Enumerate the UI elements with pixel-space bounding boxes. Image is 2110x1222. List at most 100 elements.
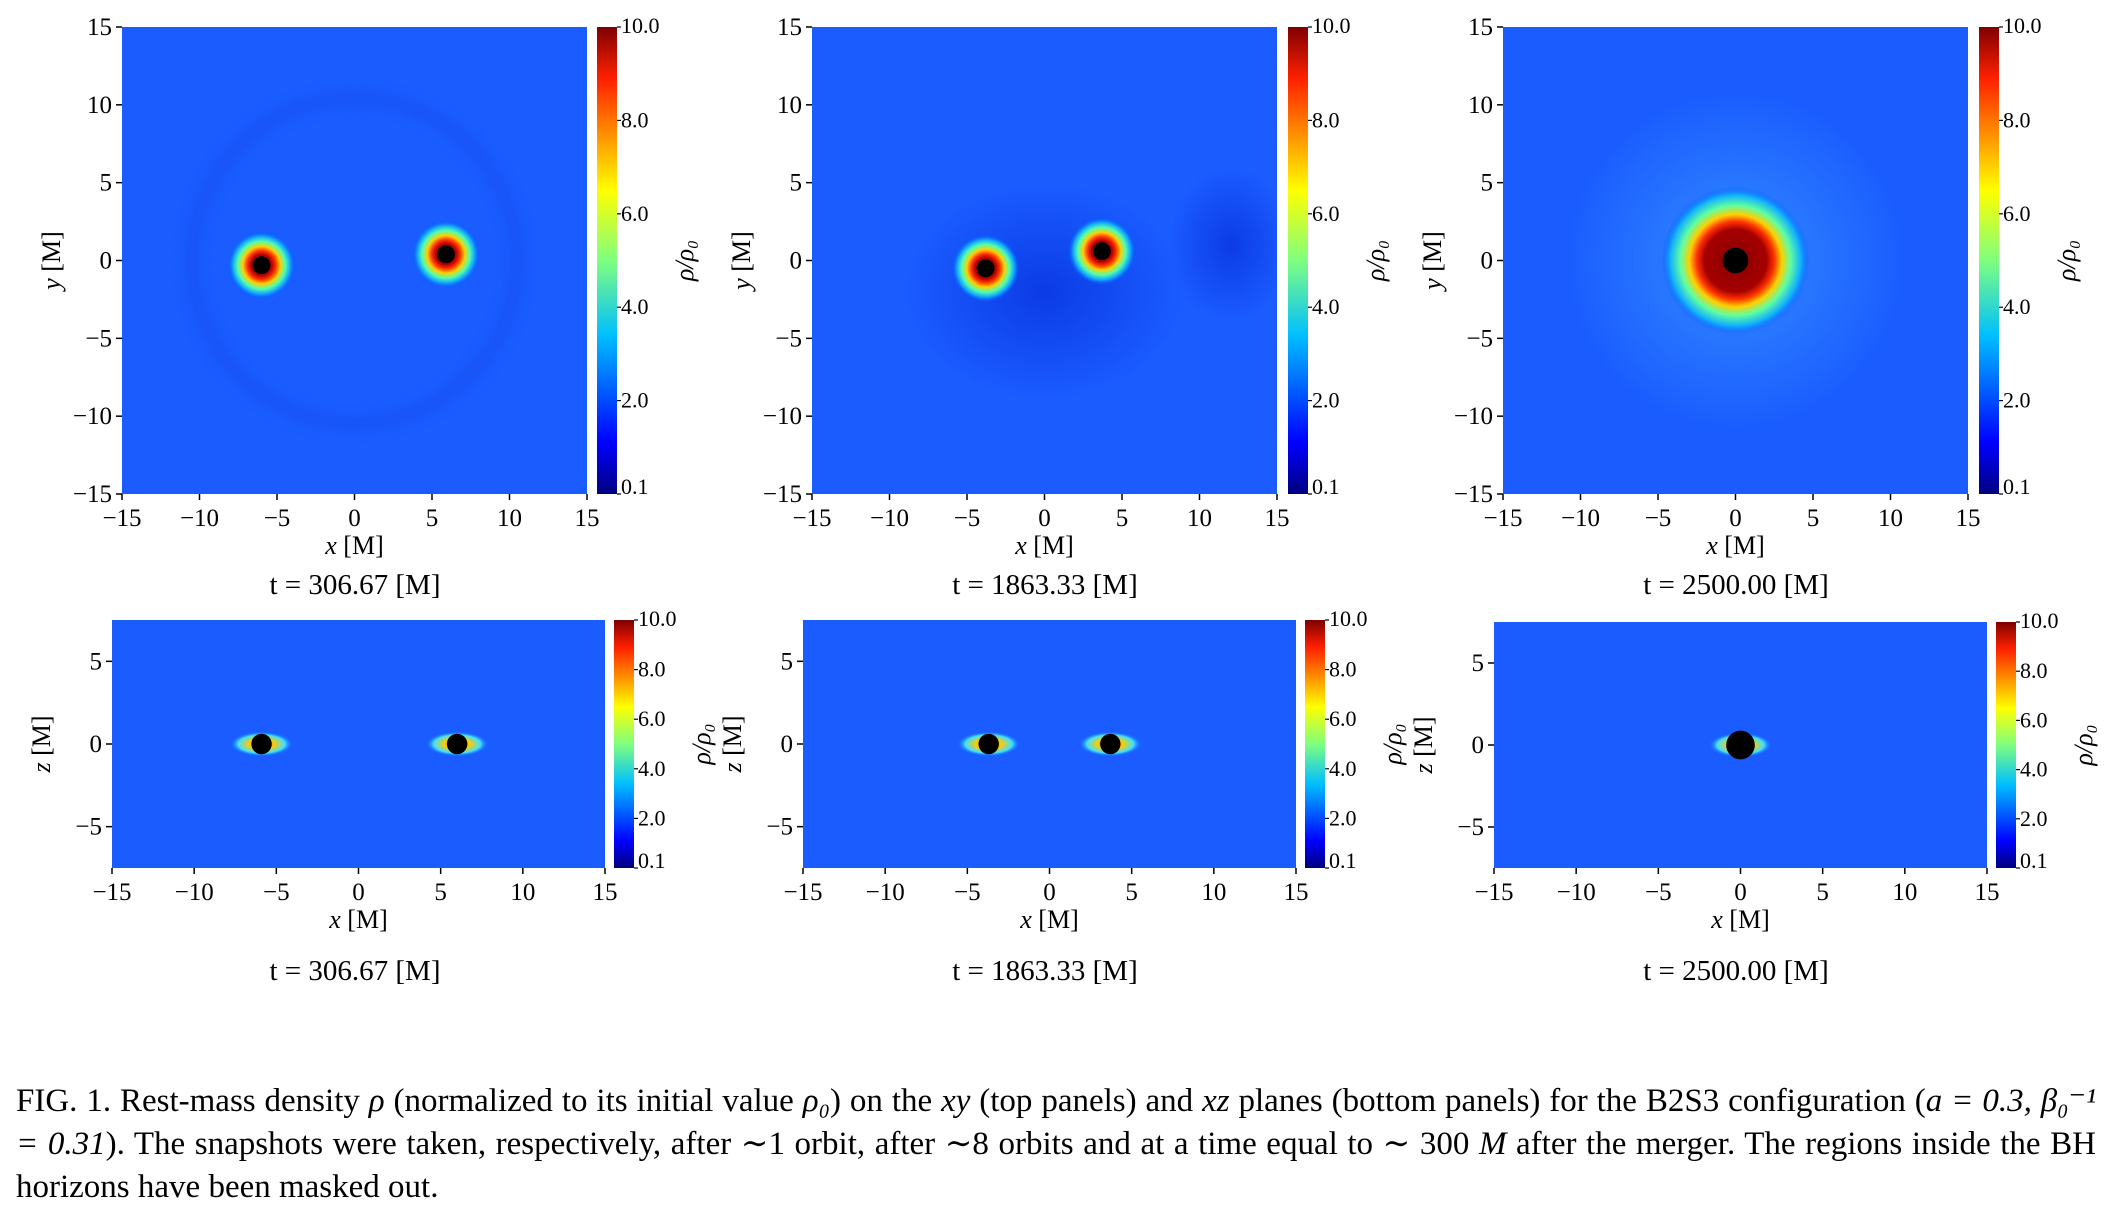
colorbar-tick-label: 8.0 bbox=[1312, 107, 1340, 132]
x-tick-label: −15 bbox=[102, 505, 141, 532]
colorbar-tick-label: 0.1 bbox=[621, 474, 649, 499]
x-axis-var: x bbox=[1014, 531, 1027, 560]
colorbar-label: ρ/ρ₀ bbox=[1361, 240, 1390, 282]
colorbar-tick-label: 0.1 bbox=[1329, 848, 1357, 873]
y-tick-label: −10 bbox=[73, 403, 112, 430]
x-tick-label: 0 bbox=[1043, 879, 1056, 906]
x-tick-label: −10 bbox=[1561, 505, 1600, 532]
x-tick-label: 10 bbox=[1878, 505, 1903, 532]
y-tick-label: 5 bbox=[781, 648, 794, 675]
x-tick-label: 15 bbox=[1956, 505, 1981, 532]
colorbar-tick-label: 10.0 bbox=[621, 13, 660, 38]
density-background bbox=[122, 27, 587, 494]
y-axis-unit: [M] bbox=[27, 715, 56, 762]
y-tick-label: −15 bbox=[73, 481, 112, 508]
colorbar bbox=[1305, 620, 1325, 868]
y-axis-var: y bbox=[727, 278, 756, 293]
x-tick-label: −15 bbox=[1474, 879, 1513, 906]
black-hole-2 bbox=[436, 245, 455, 264]
colorbar-tick-label: 0.1 bbox=[1312, 474, 1340, 499]
circumbinary-ring bbox=[184, 90, 525, 431]
x-tick-label: 15 bbox=[575, 505, 600, 532]
colorbar-label: ρ/ρ₀ bbox=[1378, 723, 1407, 765]
colorbar-label: ρ/ρ₀ bbox=[687, 723, 716, 765]
colorbar-label: ρ/ρ₀ bbox=[2069, 724, 2098, 766]
y-tick-label: −15 bbox=[1454, 481, 1493, 508]
colorbar bbox=[1979, 27, 1999, 494]
x-axis-var: x bbox=[328, 905, 341, 934]
y-tick-label: −5 bbox=[1457, 814, 1484, 841]
x-tick-label: 10 bbox=[510, 879, 535, 906]
y-tick-label: 10 bbox=[87, 92, 112, 119]
y-axis-label: y [M] bbox=[37, 231, 66, 292]
x-axis-unit: [M] bbox=[1718, 531, 1765, 560]
x-tick-label: 0 bbox=[1729, 505, 1742, 532]
x-tick-label: −15 bbox=[92, 879, 131, 906]
colorbar-tick-label: 4.0 bbox=[621, 294, 649, 319]
caption-rho: ρ bbox=[368, 1083, 385, 1119]
colorbar-tick-label: 8.0 bbox=[2020, 658, 2048, 683]
x-tick-label: −5 bbox=[263, 879, 290, 906]
colorbar-tick-label: 10.0 bbox=[638, 606, 677, 631]
colorbar-tick-label: 2.0 bbox=[638, 805, 666, 830]
colorbar-tick-label: 0.1 bbox=[2003, 474, 2031, 499]
black-hole-2 bbox=[446, 733, 468, 755]
x-axis-label: x [M] bbox=[1705, 531, 1764, 560]
x-tick-label: −10 bbox=[866, 879, 905, 906]
caption-text-4: (top panels) and bbox=[970, 1083, 1203, 1119]
x-axis-unit: [M] bbox=[341, 905, 388, 934]
x-axis-unit: [M] bbox=[1723, 905, 1770, 934]
x-tick-label: 5 bbox=[434, 879, 447, 906]
black-hole-1 bbox=[978, 733, 999, 755]
colorbar-tick-label: 2.0 bbox=[1329, 805, 1357, 830]
black-hole-1 bbox=[1726, 730, 1755, 760]
colorbar bbox=[1996, 622, 2016, 868]
colorbar-tick-label: 6.0 bbox=[638, 706, 666, 731]
colorbar-tick-label: 2.0 bbox=[2003, 388, 2031, 413]
colorbar-tick-label: 0.1 bbox=[2020, 848, 2048, 873]
y-axis-label: z [M] bbox=[1409, 716, 1438, 774]
colorbar-tick-label: 0.1 bbox=[638, 848, 666, 873]
y-tick-label: −5 bbox=[75, 814, 102, 841]
y-tick-label: 5 bbox=[1481, 170, 1494, 197]
density-map bbox=[1503, 27, 1968, 494]
x-axis-label: x [M] bbox=[1710, 905, 1769, 934]
black-hole-2 bbox=[1100, 733, 1121, 755]
y-axis-var: y bbox=[1418, 278, 1447, 293]
colorbar-tick-label: 6.0 bbox=[2003, 201, 2031, 226]
x-tick-label: 5 bbox=[1125, 879, 1138, 906]
density-background bbox=[112, 620, 605, 868]
density-map bbox=[803, 620, 1296, 868]
x-tick-label: −15 bbox=[783, 879, 822, 906]
y-axis-var: z bbox=[718, 762, 747, 773]
caption-text-7: after the merger. The regions inside the… bbox=[16, 1126, 2096, 1205]
y-tick-label: 15 bbox=[87, 14, 112, 41]
colorbar-tick-label: 10.0 bbox=[2003, 13, 2042, 38]
outflow-haze bbox=[1168, 167, 1277, 323]
colorbar-tick-label: 4.0 bbox=[638, 756, 666, 781]
x-tick-label: −10 bbox=[1557, 879, 1596, 906]
x-tick-label: 15 bbox=[1284, 879, 1309, 906]
y-tick-label: 15 bbox=[1468, 14, 1493, 41]
black-hole-1 bbox=[976, 259, 995, 278]
time-label: t = 306.67 [M] bbox=[269, 569, 440, 601]
y-tick-label: −5 bbox=[1466, 325, 1493, 352]
x-tick-label: 5 bbox=[1116, 505, 1129, 532]
y-tick-label: −5 bbox=[85, 325, 112, 352]
x-tick-label: −10 bbox=[180, 505, 219, 532]
x-tick-label: −10 bbox=[870, 505, 909, 532]
caption-text-6: ). The snapshots were taken, respectivel… bbox=[105, 1126, 1479, 1162]
x-tick-label: 0 bbox=[1734, 879, 1747, 906]
y-tick-label: −10 bbox=[1454, 403, 1493, 430]
y-tick-label: −5 bbox=[775, 325, 802, 352]
x-tick-label: 10 bbox=[1892, 879, 1917, 906]
x-tick-label: 10 bbox=[497, 505, 522, 532]
density-background bbox=[803, 620, 1296, 868]
colorbar-tick-label: 8.0 bbox=[638, 657, 666, 682]
y-tick-label: −15 bbox=[763, 481, 802, 508]
colorbar-tick-label: 6.0 bbox=[621, 201, 649, 226]
time-label: t = 1863.33 [M] bbox=[952, 955, 1138, 987]
